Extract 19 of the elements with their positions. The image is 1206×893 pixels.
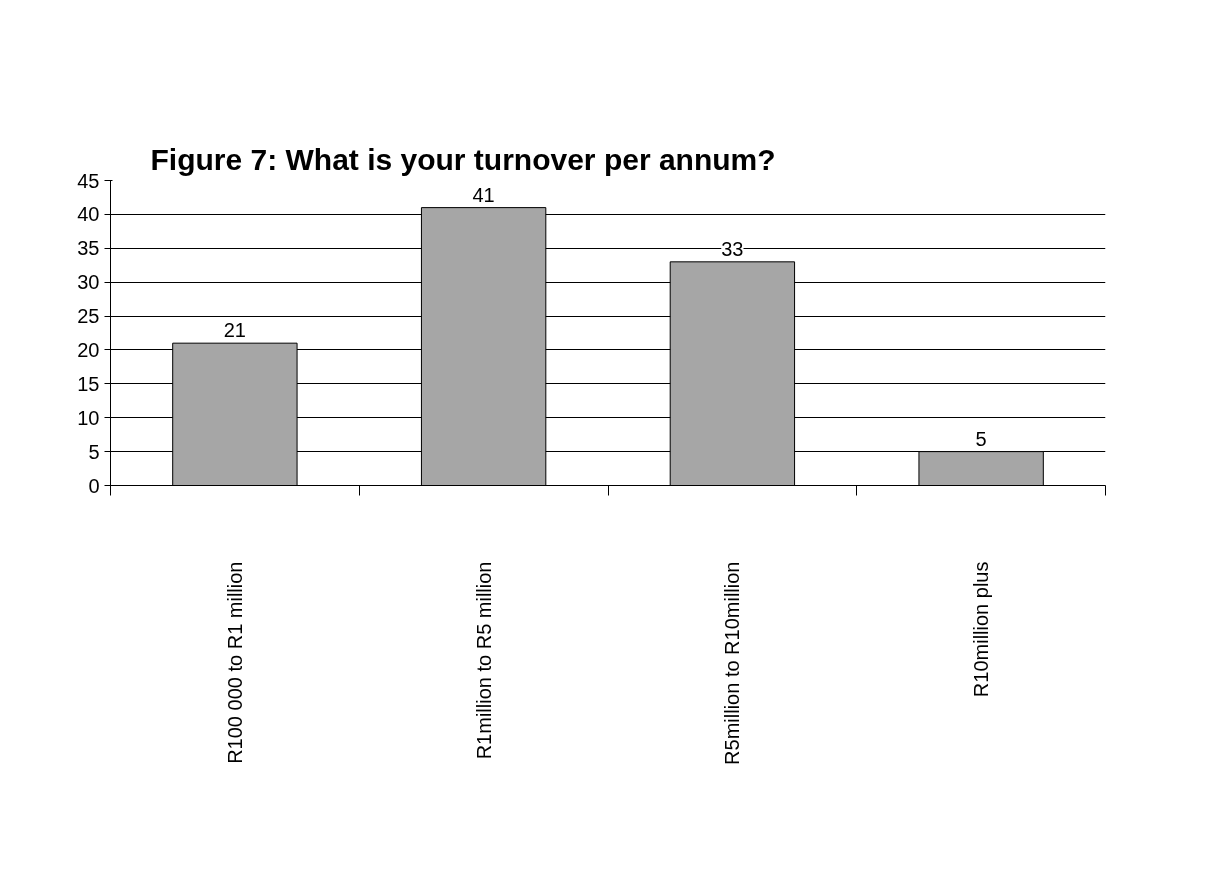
x-tick-label: R1million to R5 million (472, 561, 495, 760)
x-tick-label: R100 000 to R1 million (223, 561, 246, 764)
y-tick-label: 40 (77, 203, 100, 226)
data-label: 21 (223, 319, 246, 342)
y-tick-label: 15 (77, 372, 100, 395)
y-tick-label: 0 (88, 474, 100, 497)
y-tick-label: 45 (77, 169, 100, 192)
y-tick-label: 35 (77, 237, 100, 260)
y-tick-label: 25 (77, 305, 100, 328)
data-label: 5 (975, 427, 987, 450)
x-tick-label: R10million plus (970, 561, 993, 698)
y-tick-label: 30 (77, 271, 100, 294)
y-tick-label: 10 (77, 406, 100, 429)
chart-title: Figure 7: What is your turnover per annum? (150, 142, 776, 176)
data-label: 33 (721, 237, 744, 260)
x-tick-label: R5million to R10million (721, 561, 744, 765)
y-tick-label: 20 (77, 338, 100, 361)
data-label: 41 (472, 183, 495, 206)
y-tick-label: 5 (88, 440, 100, 463)
